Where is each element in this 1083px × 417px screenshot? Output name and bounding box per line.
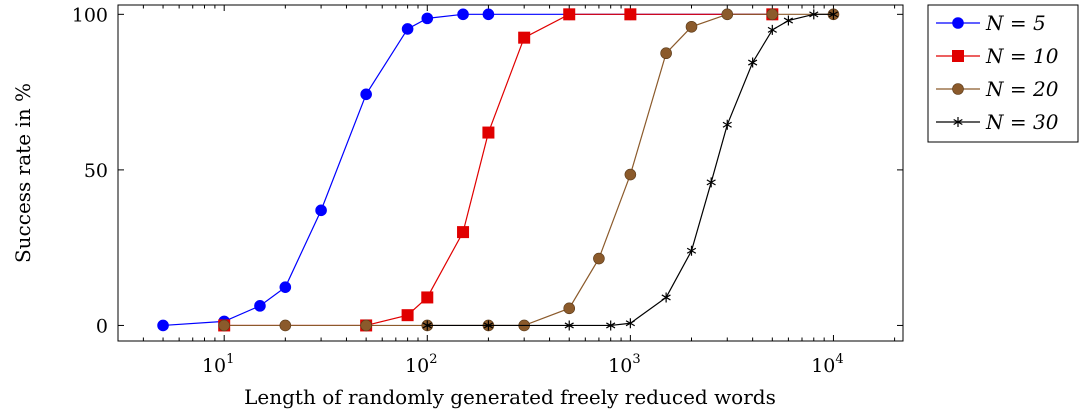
data-point bbox=[360, 88, 372, 101]
data-point bbox=[457, 226, 470, 239]
series-line bbox=[224, 13, 834, 327]
y-tick-label: 0 bbox=[96, 315, 108, 337]
data-point bbox=[722, 119, 732, 130]
y-axis-ticks: 0 50 100 bbox=[72, 4, 903, 337]
x-axis-ticks: 101 102 103 104 bbox=[117, 5, 896, 377]
data-point bbox=[482, 126, 495, 139]
data-point bbox=[767, 24, 777, 35]
legend-label: N = 20 bbox=[985, 77, 1059, 101]
legend-label: N = 5 bbox=[985, 11, 1046, 35]
data-point bbox=[625, 318, 635, 329]
series-layer bbox=[157, 8, 840, 332]
data-point bbox=[422, 320, 432, 331]
legend-marker bbox=[952, 50, 964, 62]
legend-item: N = 5 bbox=[936, 11, 1046, 35]
data-point bbox=[606, 320, 616, 331]
data-point bbox=[721, 8, 734, 21]
series-3 bbox=[422, 9, 839, 331]
y-axis-title: Success rate in % bbox=[11, 83, 35, 263]
data-point bbox=[563, 8, 576, 21]
data-point bbox=[809, 9, 819, 20]
legend-marker bbox=[953, 117, 963, 127]
legend-label: N = 30 bbox=[985, 110, 1059, 134]
series-0 bbox=[157, 8, 779, 332]
data-point bbox=[401, 309, 414, 322]
data-point bbox=[563, 302, 576, 315]
legend-item: N = 10 bbox=[936, 44, 1059, 68]
data-point bbox=[218, 319, 230, 332]
data-point bbox=[360, 319, 372, 332]
data-point bbox=[828, 9, 839, 20]
legend-item: N = 30 bbox=[936, 110, 1059, 134]
series-2 bbox=[218, 8, 840, 332]
legend: N = 5 N = 10 N = 20 N = 30 bbox=[927, 4, 1079, 143]
plot-frame bbox=[117, 4, 904, 342]
data-point bbox=[706, 177, 716, 188]
data-point bbox=[254, 300, 266, 312]
data-point bbox=[661, 292, 671, 303]
y-tick-label: 100 bbox=[72, 4, 108, 26]
data-point bbox=[279, 319, 292, 332]
data-point bbox=[783, 15, 794, 26]
x-tick-label: 104 bbox=[811, 352, 843, 377]
data-point bbox=[279, 281, 292, 293]
series-1 bbox=[218, 8, 779, 332]
data-point bbox=[518, 31, 531, 44]
data-point bbox=[686, 245, 697, 256]
data-point bbox=[660, 47, 672, 60]
data-point bbox=[748, 57, 758, 68]
series-line bbox=[163, 13, 773, 327]
data-point bbox=[483, 320, 494, 331]
data-point bbox=[315, 204, 327, 217]
legend-label: N = 10 bbox=[985, 44, 1059, 68]
x-tick-label: 101 bbox=[202, 352, 234, 377]
legend-item: N = 20 bbox=[936, 77, 1059, 101]
data-point bbox=[401, 23, 414, 35]
data-point bbox=[624, 168, 637, 181]
legend-marker bbox=[952, 17, 964, 29]
x-tick-label: 102 bbox=[405, 352, 437, 377]
data-point bbox=[685, 20, 698, 33]
y-tick-label: 50 bbox=[84, 160, 108, 182]
data-point bbox=[564, 320, 574, 331]
x-axis-title: Length of randomly generated freely redu… bbox=[244, 385, 776, 409]
series-line bbox=[224, 13, 773, 327]
legend-frame bbox=[927, 4, 1079, 143]
data-point bbox=[482, 8, 495, 21]
data-point bbox=[593, 252, 605, 265]
x-tick-label: 103 bbox=[608, 352, 640, 377]
data-point bbox=[421, 291, 434, 304]
data-point bbox=[457, 8, 469, 21]
data-point bbox=[421, 12, 434, 25]
data-point bbox=[766, 8, 779, 21]
data-point bbox=[157, 319, 169, 332]
legend-marker bbox=[952, 83, 964, 95]
data-point bbox=[624, 8, 637, 21]
